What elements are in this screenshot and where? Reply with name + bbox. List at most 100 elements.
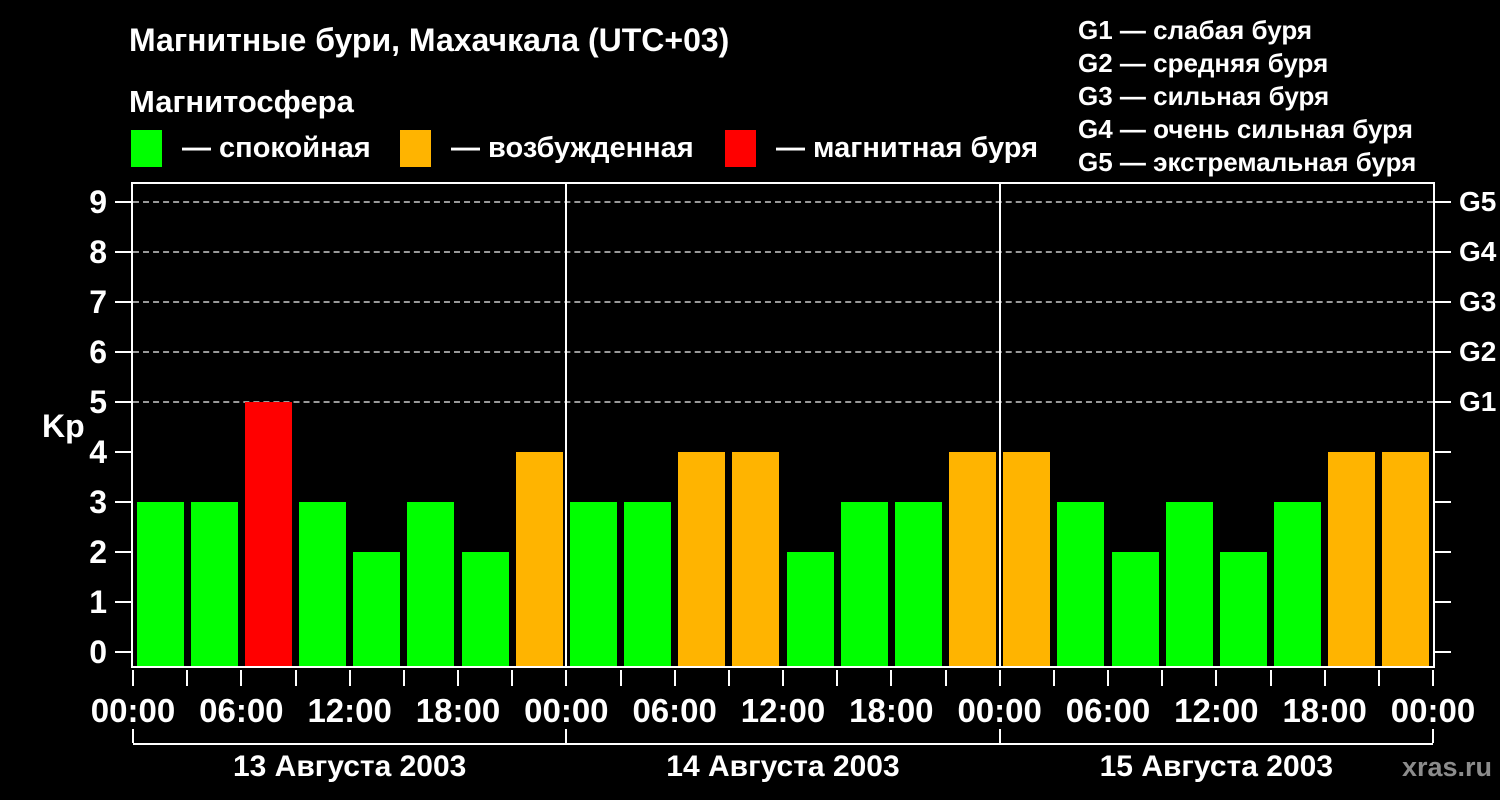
g5-legend-line: G5 — экстремальная буря — [1078, 147, 1417, 177]
kp-bar — [678, 452, 726, 666]
time-label: 00:00 — [957, 692, 1042, 729]
g-scale-label: G2 — [1459, 336, 1497, 367]
kp-bar — [949, 452, 997, 666]
kp-bar — [1003, 452, 1051, 666]
y-tick-label: 7 — [89, 284, 107, 320]
y-tick-label: 6 — [89, 334, 107, 370]
y-tick-label: 9 — [89, 184, 107, 220]
g3-legend-line: G3 — сильная буря — [1078, 81, 1330, 111]
y-axis-tick — [115, 551, 131, 553]
right-axis-tick — [1435, 601, 1451, 603]
time-label: 12:00 — [1174, 692, 1259, 729]
g-scale-label: G1 — [1459, 386, 1497, 417]
x-axis-tick — [1323, 670, 1326, 686]
y-axis-tick — [115, 451, 131, 453]
time-label: 00:00 — [90, 692, 176, 729]
x-axis-tick — [1269, 670, 1272, 686]
x-axis-tick — [1107, 670, 1109, 686]
x-axis-tick — [1432, 670, 1434, 686]
x-axis-tick — [1215, 670, 1218, 686]
g2-legend-line: G2 — средняя буря — [1078, 48, 1329, 78]
right-axis-tick — [1435, 501, 1451, 503]
quiet-color-swatch — [131, 130, 162, 167]
kp-bar — [1328, 452, 1376, 666]
right-axis-tick — [1435, 551, 1451, 553]
time-label: 06:00 — [632, 692, 717, 729]
legend-label-quiet: — спокойная — [182, 132, 371, 164]
legend-label-active: — возбужденная — [451, 132, 694, 164]
g1-legend-line: G1 — слабая буря — [1078, 15, 1313, 45]
kp-bar — [190, 502, 238, 666]
time-label: 18:00 — [849, 692, 934, 729]
x-axis-tick — [240, 670, 243, 686]
g-scale-label: G5 — [1459, 186, 1497, 217]
y-tick-label: 5 — [89, 384, 107, 420]
kp-bar — [840, 502, 888, 666]
right-axis-tick — [1435, 301, 1451, 303]
y-axis-tick — [115, 651, 131, 653]
x-axis-tick — [294, 670, 297, 686]
time-label: 18:00 — [1282, 692, 1367, 729]
x-axis-tick — [186, 670, 189, 686]
x-axis-tick — [1161, 670, 1164, 686]
kp-bar — [624, 502, 672, 666]
kp-bar — [569, 502, 617, 666]
date-bracket-tick — [565, 729, 568, 743]
magnetosphere-label: Магнитосфера — [129, 84, 354, 119]
x-axis-tick — [782, 670, 784, 686]
gridline-kp6 — [133, 351, 1433, 353]
kp-bar — [1165, 502, 1213, 666]
x-axis-tick — [998, 670, 1001, 686]
right-axis-tick — [1435, 251, 1451, 253]
x-axis-tick — [673, 670, 676, 686]
x-axis-tick — [890, 670, 893, 686]
y-tick-label: 1 — [89, 584, 107, 620]
time-label: 12:00 — [740, 692, 826, 729]
right-axis-tick — [1435, 451, 1451, 453]
y-tick-label: 0 — [89, 634, 107, 670]
x-axis-tick — [1052, 670, 1055, 686]
day-divider — [998, 184, 1001, 666]
x-axis-tick — [836, 670, 839, 686]
plot-area: 0 1 2 3 4 5 6 7 8 9 G1 G2 G3 G4 G5 00:00 06:00 12:00 18:00… — [89, 182, 1496, 783]
kp-bar — [1274, 502, 1322, 666]
x-axis-tick — [348, 670, 351, 686]
date-bracket-tick — [1432, 729, 1434, 743]
x-axis-tick — [565, 670, 568, 686]
y-tick-label: 2 — [89, 534, 107, 570]
storm-color-swatch — [725, 130, 756, 167]
date-label: 13 Августа 2003 — [232, 750, 467, 783]
x-axis-tick — [1377, 670, 1380, 686]
x-axis-tick — [944, 670, 947, 686]
date-bracket-tick — [132, 729, 134, 743]
right-axis-tick — [1435, 651, 1451, 653]
kp-bar — [136, 502, 184, 666]
gridline-kp5 — [133, 401, 1433, 403]
kp-bar — [1382, 452, 1430, 666]
g-scale-label: G4 — [1459, 236, 1497, 267]
x-axis-tick — [402, 670, 405, 686]
time-label: 06:00 — [199, 692, 284, 729]
date-label: 14 Августа 2003 — [666, 750, 900, 783]
y-tick-label: 8 — [89, 234, 107, 270]
day-divider — [565, 184, 568, 666]
date-label: 15 Августа 2003 — [1099, 750, 1334, 783]
right-axis-tick — [1435, 401, 1451, 403]
y-axis-tick — [115, 251, 131, 253]
time-label: 00:00 — [1390, 692, 1476, 729]
y-axis-tick — [115, 351, 131, 353]
gridline-kp9 — [133, 201, 1433, 203]
time-label: 12:00 — [307, 692, 392, 729]
date-bracket-line — [133, 743, 1433, 745]
date-bracket-tick — [998, 729, 1001, 743]
y-axis-tick — [115, 501, 131, 503]
x-axis-tick — [619, 670, 622, 686]
gridline-kp8 — [133, 251, 1433, 253]
g-scale-label: G3 — [1459, 286, 1497, 317]
kp-bar — [353, 552, 401, 666]
g-scale-legend: G1 — слабая буря G2 — средняя буря G3 — … — [1078, 14, 1416, 179]
x-axis-tick — [132, 670, 134, 686]
y-axis-tick — [115, 301, 131, 303]
y-axis-tick — [115, 401, 131, 403]
